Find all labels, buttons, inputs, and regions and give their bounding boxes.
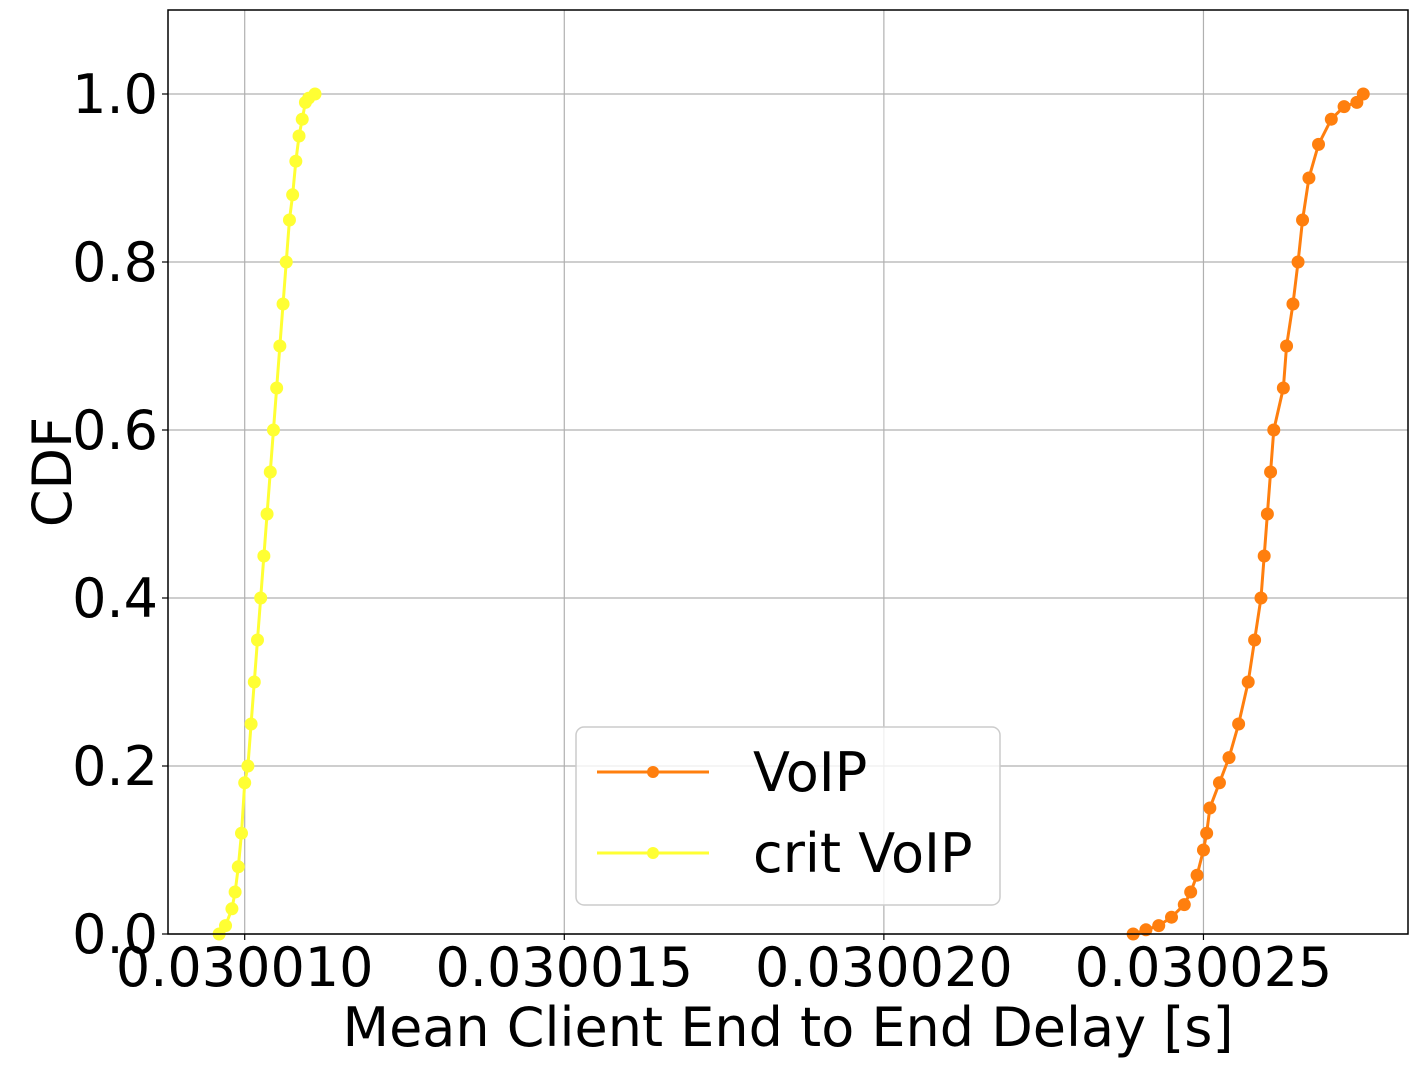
legend-label-voip: VoIP [753, 741, 867, 804]
y-tick-label: 0.2 [72, 735, 158, 798]
data-point [1276, 381, 1290, 395]
data-point [1257, 549, 1271, 563]
plot-frame [167, 9, 1409, 935]
data-point [1165, 910, 1179, 924]
x-tick-label: 0.030020 [755, 936, 1013, 999]
data-point [1312, 137, 1326, 151]
data-point [266, 423, 280, 437]
data-point [257, 549, 271, 563]
data-point [1264, 465, 1278, 479]
data-point [1267, 423, 1281, 437]
data-point [279, 255, 293, 269]
data-point [1203, 801, 1217, 815]
data-point [282, 213, 296, 227]
data-point [231, 860, 245, 874]
data-point [1302, 171, 1316, 185]
legend: VoIP crit VoIP [575, 726, 1001, 906]
y-tick-label: 0.0 [72, 903, 158, 966]
y-tick-label: 1.0 [72, 63, 158, 126]
data-point [1232, 717, 1246, 731]
x-tick-label: 0.030025 [1075, 936, 1333, 999]
data-point [286, 188, 300, 202]
data-point [263, 465, 277, 479]
y-tick-labels: 0.0 0.2 0.4 0.6 0.8 1.0 [72, 63, 168, 966]
legend-label-crit-voip: crit VoIP [753, 822, 973, 885]
y-tick-label: 0.4 [72, 567, 158, 630]
series-line [217, 92, 316, 935]
legend-marker-voip [647, 766, 659, 778]
data-point [219, 919, 233, 933]
y-tick-label: 0.6 [72, 399, 158, 462]
data-point [1190, 868, 1204, 882]
y-axis-label: CDF [21, 417, 84, 527]
data-point [1222, 751, 1236, 765]
data-point [1184, 885, 1198, 899]
y-tick-label: 0.8 [72, 231, 158, 294]
legend-marker-crit-voip [647, 847, 659, 859]
x-axis-label: Mean Client End to End Delay [s] [342, 996, 1233, 1059]
data-point [1139, 923, 1153, 937]
data-point [1177, 898, 1191, 912]
data-point [235, 826, 249, 840]
x-tick-labels: 0.030010 0.030015 0.030020 0.030025 [116, 934, 1332, 999]
data-point [1260, 507, 1274, 521]
data-point [250, 633, 264, 647]
data-point [289, 154, 303, 168]
series-crit-voip [212, 87, 322, 941]
data-point [225, 902, 239, 916]
data-point [1286, 297, 1300, 311]
data-point [1241, 675, 1255, 689]
data-point [292, 129, 306, 143]
series-layer [212, 87, 1370, 941]
data-point [241, 759, 255, 773]
data-point [244, 717, 258, 731]
data-point [308, 87, 322, 101]
data-point [1291, 255, 1305, 269]
data-point [1337, 100, 1351, 114]
data-point [1196, 843, 1210, 857]
data-point [1212, 776, 1226, 790]
data-point [1324, 112, 1338, 126]
data-point [1356, 87, 1370, 101]
data-point [273, 339, 287, 353]
x-tick-label: 0.030015 [435, 936, 693, 999]
data-point [276, 297, 290, 311]
data-point [1254, 591, 1268, 605]
data-point [1200, 826, 1214, 840]
data-point [260, 507, 274, 521]
data-point [1152, 919, 1166, 933]
data-point [1248, 633, 1262, 647]
data-point [228, 885, 242, 899]
data-point [238, 776, 252, 790]
data-point [1296, 213, 1310, 227]
data-point [295, 112, 309, 126]
data-point [254, 591, 268, 605]
data-point [1280, 339, 1294, 353]
x-tick-label: 0.030010 [116, 936, 374, 999]
data-point [247, 675, 261, 689]
data-point [270, 381, 284, 395]
